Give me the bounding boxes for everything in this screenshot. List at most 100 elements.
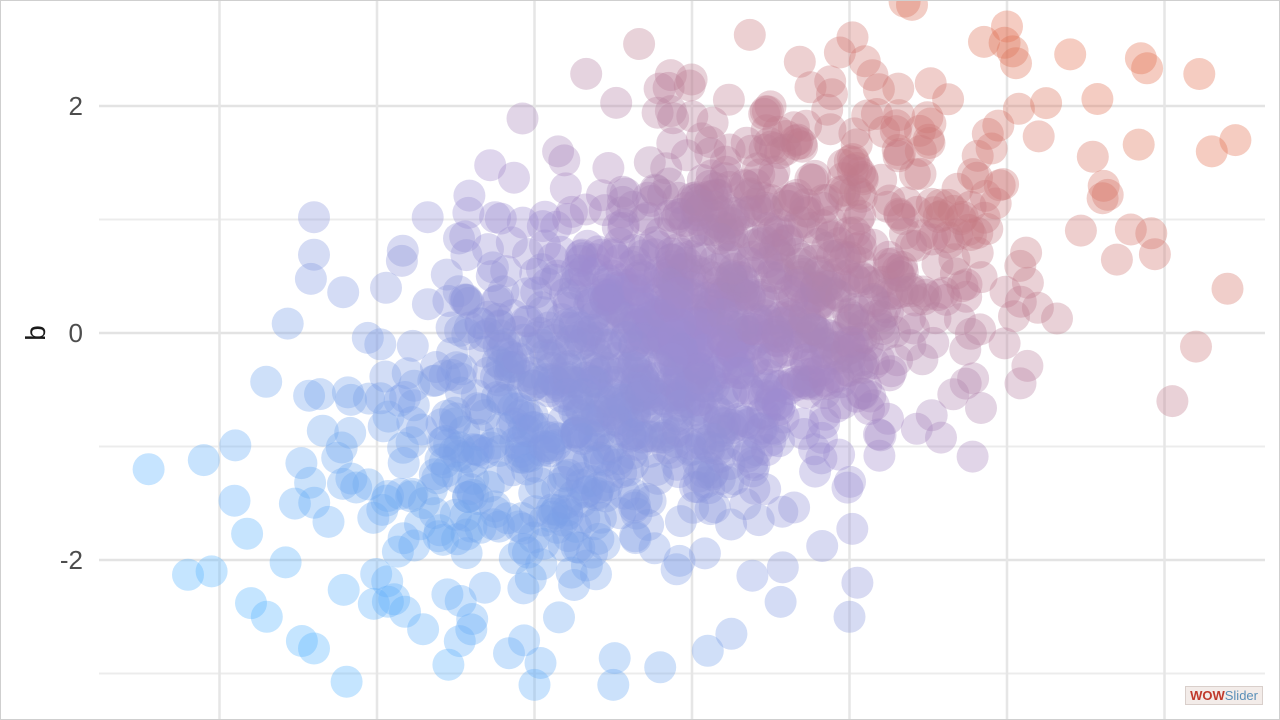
scatter-point	[647, 178, 680, 211]
scatter-point	[764, 388, 797, 421]
scatter-point	[689, 257, 722, 290]
scatter-point	[612, 405, 645, 438]
scatter-point	[432, 285, 465, 317]
scatter-point	[552, 458, 585, 491]
scatter-point	[582, 441, 615, 474]
scatter-point	[729, 319, 761, 352]
scatter-point	[749, 95, 782, 128]
scatter-point	[579, 508, 611, 541]
scatter-point	[776, 214, 809, 247]
scatter-point	[556, 279, 589, 312]
scatter-point	[700, 172, 733, 205]
scatter-point	[786, 365, 819, 398]
scatter-point	[639, 379, 672, 412]
scatter-point	[688, 537, 721, 570]
scatter-point	[335, 383, 367, 416]
scatter-point	[786, 130, 819, 163]
scatter-point	[987, 168, 1020, 201]
scatter-point	[1081, 83, 1114, 115]
scatter-point	[616, 437, 649, 470]
scatter-point	[676, 182, 709, 215]
scatter-point	[736, 446, 769, 479]
scatter-point	[464, 393, 497, 426]
scatter-point	[728, 278, 761, 311]
scatter-point	[523, 316, 556, 349]
scatter-point	[723, 357, 756, 390]
scatter-point	[653, 344, 686, 376]
scatter-point	[700, 178, 732, 211]
scatter-point	[858, 285, 891, 318]
scatter-point	[642, 277, 675, 310]
scatter-point	[675, 369, 708, 402]
scatter-point	[820, 391, 853, 423]
scatter-point	[506, 206, 539, 239]
scatter-point	[715, 508, 748, 541]
scatter-point	[657, 314, 690, 347]
scatter-point	[483, 510, 515, 543]
scatter-point	[818, 321, 851, 354]
scatter-point	[689, 466, 722, 499]
scatter-point	[675, 63, 708, 96]
scatter-point	[660, 201, 693, 234]
scatter-point	[620, 497, 653, 530]
scatter-point	[549, 277, 581, 310]
scatter-point	[894, 329, 927, 362]
scatter-point	[442, 461, 474, 494]
scatter-point	[628, 203, 661, 236]
scatter-point	[727, 309, 759, 342]
scatter-point	[529, 229, 561, 262]
scatter-point	[563, 321, 596, 353]
scatter-point	[894, 302, 926, 335]
scatter-point	[507, 323, 540, 356]
scatter-point	[669, 315, 702, 348]
scatter-point	[683, 307, 716, 340]
scatter-point	[811, 287, 844, 320]
scatter-point	[664, 308, 697, 341]
scatter-point	[968, 25, 1000, 58]
scatter-point	[620, 261, 653, 294]
scatter-point	[714, 261, 747, 293]
scatter-point	[661, 277, 694, 310]
scatter-point	[620, 363, 653, 396]
scatter-point	[877, 247, 910, 280]
scatter-point	[722, 352, 754, 385]
scatter-point	[756, 162, 789, 195]
scatter-point	[593, 461, 625, 493]
scatter-point	[709, 328, 742, 361]
scatter-point	[823, 438, 856, 471]
scatter-point	[539, 429, 572, 462]
scatter-point	[919, 302, 952, 335]
scatter-point	[625, 379, 658, 412]
scatter-point	[662, 263, 694, 296]
scatter-point	[906, 219, 939, 252]
scatter-point	[811, 93, 844, 126]
scatter-point	[696, 325, 728, 358]
scatter-point	[794, 320, 827, 353]
scatter-point	[551, 498, 584, 531]
scatter-point	[761, 370, 794, 403]
scatter-point	[847, 347, 880, 380]
scatter-point	[661, 365, 694, 398]
scatter-point	[700, 206, 733, 239]
scatter-point	[620, 352, 653, 385]
scatter-point	[780, 369, 812, 402]
scatter-point	[860, 98, 893, 130]
scatter-point	[571, 402, 604, 435]
scatter-point	[742, 504, 775, 537]
scatter-point	[883, 199, 916, 232]
scatter-point	[389, 381, 422, 413]
scatter-point	[696, 214, 729, 247]
scatter-point	[798, 433, 831, 466]
scatter-point	[694, 493, 727, 526]
scatter-point	[723, 199, 756, 232]
scatter-point	[538, 324, 571, 356]
scatter-point	[725, 261, 758, 294]
scatter-point	[763, 208, 796, 241]
scatter-point	[518, 668, 551, 701]
scatter-point	[878, 315, 911, 348]
scatter-point	[568, 270, 601, 303]
watermark-badge[interactable]: WOWSlider	[1185, 686, 1263, 705]
scatter-point	[837, 325, 870, 358]
scatter-point	[710, 352, 743, 385]
scatter-point	[845, 344, 878, 377]
